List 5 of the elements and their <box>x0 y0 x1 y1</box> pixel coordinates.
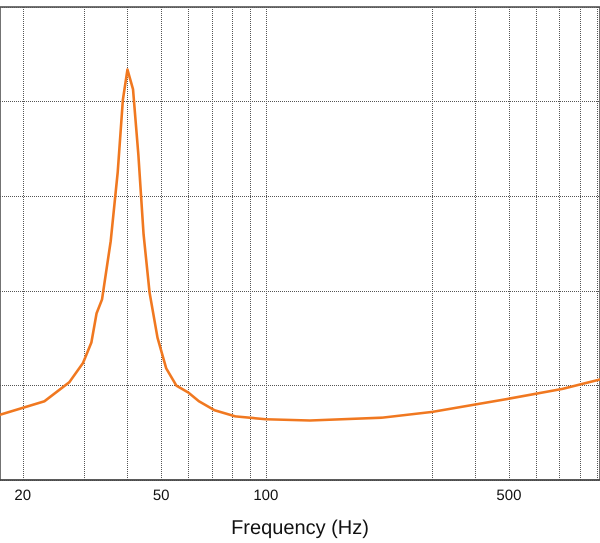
x-tick-label: 20 <box>14 487 32 504</box>
x-axis-title: Frequency (Hz) <box>231 517 369 539</box>
x-tick-label: 50 <box>152 487 170 504</box>
x-tick-label: 500 <box>496 487 522 504</box>
x-tick-label: 100 <box>253 487 278 504</box>
